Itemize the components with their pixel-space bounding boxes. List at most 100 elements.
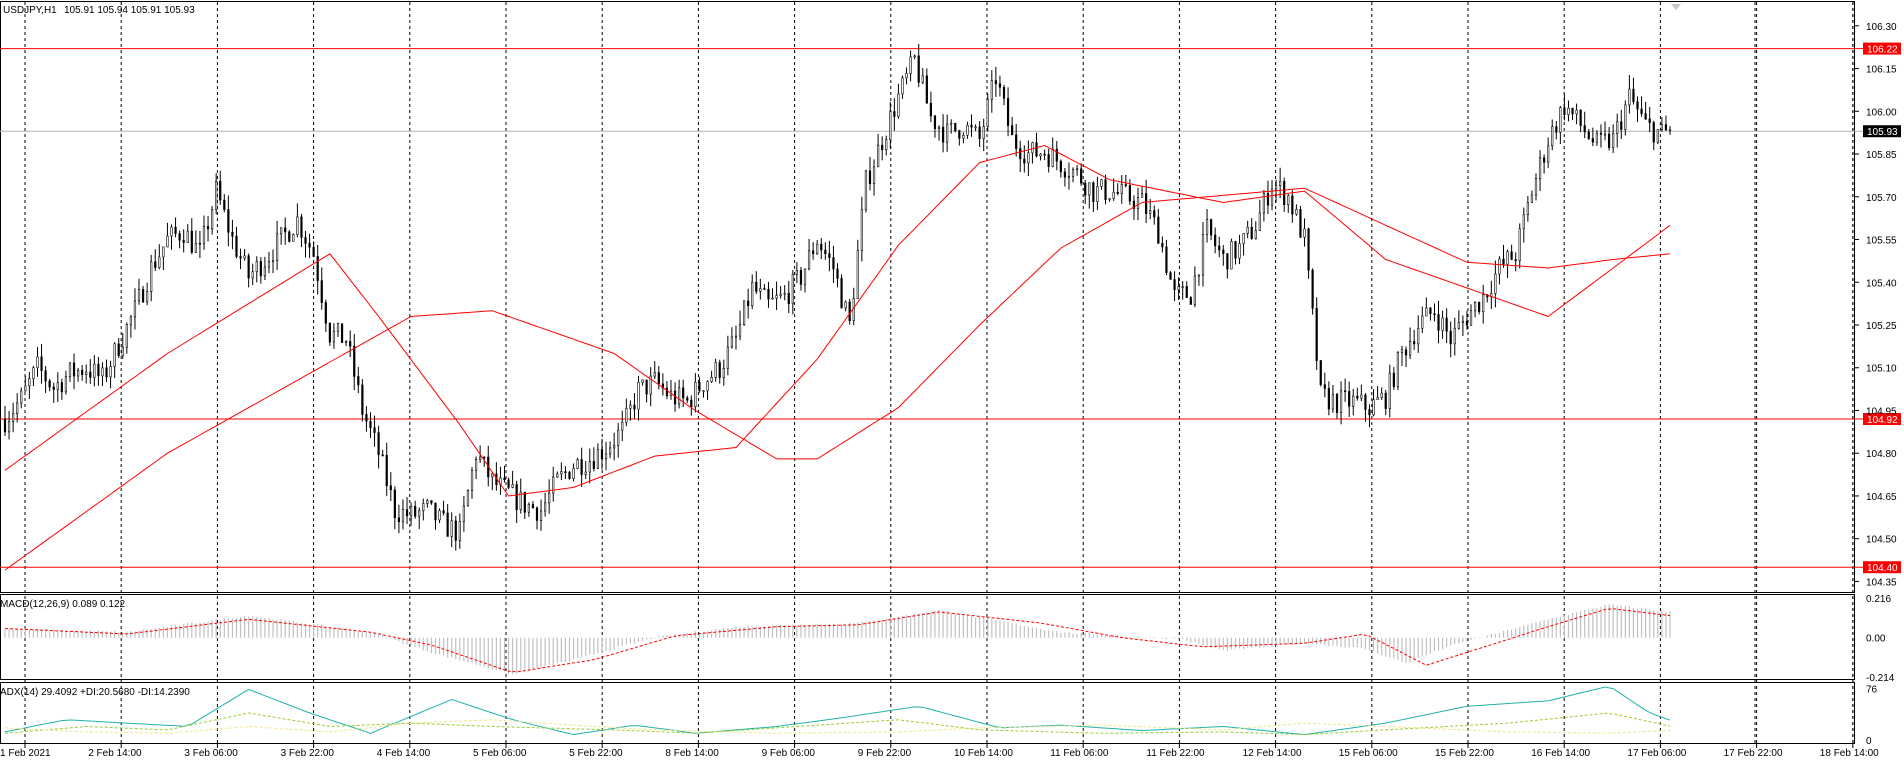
candle bbox=[1384, 389, 1387, 416]
candle-body bbox=[125, 324, 128, 348]
candle bbox=[572, 463, 575, 482]
candle bbox=[986, 93, 989, 132]
candle bbox=[1368, 404, 1371, 428]
candle-body bbox=[1510, 251, 1513, 260]
candle bbox=[933, 114, 937, 138]
candle bbox=[954, 122, 957, 133]
candle-body bbox=[759, 288, 762, 292]
candle bbox=[1457, 310, 1460, 330]
candle bbox=[1096, 176, 1099, 210]
candle bbox=[552, 466, 555, 502]
candle-body bbox=[1599, 132, 1603, 135]
candle bbox=[137, 278, 141, 305]
candle-body bbox=[1299, 209, 1302, 238]
candle-body bbox=[1380, 392, 1383, 398]
candle bbox=[1469, 304, 1473, 326]
candle-body bbox=[28, 378, 31, 387]
level-label: 106.22 bbox=[1867, 45, 1898, 56]
candle bbox=[864, 169, 868, 213]
candle-body bbox=[1400, 349, 1404, 353]
candle bbox=[1364, 392, 1367, 422]
candle bbox=[1579, 109, 1582, 133]
candle-body bbox=[1538, 157, 1542, 179]
candle-body bbox=[1453, 327, 1456, 345]
time-tick-label: 17 Feb 06:00 bbox=[1627, 748, 1686, 759]
candle-body bbox=[52, 386, 55, 390]
candle-body bbox=[1132, 200, 1136, 209]
candle-body bbox=[637, 382, 640, 410]
candle bbox=[1238, 234, 1241, 265]
chart-shift-marker-icon[interactable] bbox=[1671, 4, 1681, 10]
candle bbox=[941, 114, 945, 153]
candle bbox=[600, 438, 604, 470]
candle bbox=[1331, 384, 1335, 413]
candle bbox=[1628, 75, 1631, 114]
candle-body bbox=[1441, 317, 1444, 331]
candle bbox=[686, 395, 689, 404]
candle bbox=[1388, 364, 1391, 418]
candle-body bbox=[1372, 399, 1375, 416]
candle-body bbox=[76, 369, 80, 377]
candle-body bbox=[1457, 322, 1460, 329]
candle-body bbox=[300, 216, 303, 238]
candle bbox=[1031, 141, 1034, 164]
candle-body bbox=[442, 510, 445, 514]
candle bbox=[397, 504, 401, 534]
candle-body bbox=[430, 500, 433, 504]
candle bbox=[1449, 321, 1452, 358]
candle-body bbox=[1214, 234, 1217, 247]
candle bbox=[1230, 238, 1233, 270]
candle bbox=[393, 486, 396, 530]
price-tick-label: 104.65 bbox=[1866, 492, 1897, 503]
candle bbox=[787, 280, 790, 314]
candle bbox=[28, 372, 31, 400]
candle bbox=[767, 281, 770, 308]
candle bbox=[64, 370, 68, 395]
candle bbox=[1502, 244, 1505, 268]
candle-body bbox=[795, 270, 798, 275]
candle bbox=[608, 441, 612, 459]
candle-body bbox=[1591, 138, 1594, 143]
candle-body bbox=[141, 289, 145, 303]
candle bbox=[1080, 163, 1083, 186]
candle-body bbox=[1352, 395, 1355, 407]
candle bbox=[1563, 94, 1566, 121]
candle bbox=[1664, 115, 1668, 131]
candle bbox=[1063, 167, 1067, 187]
candle-body bbox=[812, 250, 815, 255]
candle-body bbox=[751, 281, 754, 307]
adx-label: ADX(14) 29.4092 +DI:20.5680 -DI:14.2390 bbox=[0, 687, 190, 698]
candle bbox=[694, 373, 697, 413]
candle bbox=[1595, 130, 1599, 146]
candle-body bbox=[807, 250, 811, 270]
adx-tick-label: 76 bbox=[1866, 685, 1878, 696]
candle bbox=[872, 159, 876, 196]
candle-body bbox=[682, 387, 685, 399]
candle bbox=[1222, 245, 1225, 266]
candle-body bbox=[434, 502, 437, 521]
time-tick-label: 12 Feb 14:00 bbox=[1243, 748, 1302, 759]
candle bbox=[361, 379, 364, 422]
price-tick-label: 106.15 bbox=[1866, 65, 1897, 76]
candle bbox=[913, 54, 916, 60]
candle bbox=[1461, 315, 1464, 337]
candle bbox=[1189, 296, 1192, 305]
candle bbox=[357, 367, 360, 394]
candle bbox=[1433, 303, 1436, 322]
candle-body bbox=[1595, 132, 1599, 143]
candle-body bbox=[328, 322, 331, 343]
candle-body bbox=[239, 256, 242, 259]
candle bbox=[539, 499, 543, 531]
candle-body bbox=[820, 243, 823, 251]
adx-pane-frame bbox=[0, 682, 1855, 744]
candle-body bbox=[1059, 160, 1062, 173]
candle bbox=[56, 372, 59, 403]
candle-body bbox=[211, 209, 214, 230]
candle bbox=[1075, 164, 1079, 176]
candle-body bbox=[1266, 193, 1270, 206]
candle bbox=[1136, 187, 1140, 221]
candle-body bbox=[1534, 178, 1538, 196]
candle-body bbox=[799, 270, 803, 285]
candle bbox=[1555, 120, 1558, 140]
